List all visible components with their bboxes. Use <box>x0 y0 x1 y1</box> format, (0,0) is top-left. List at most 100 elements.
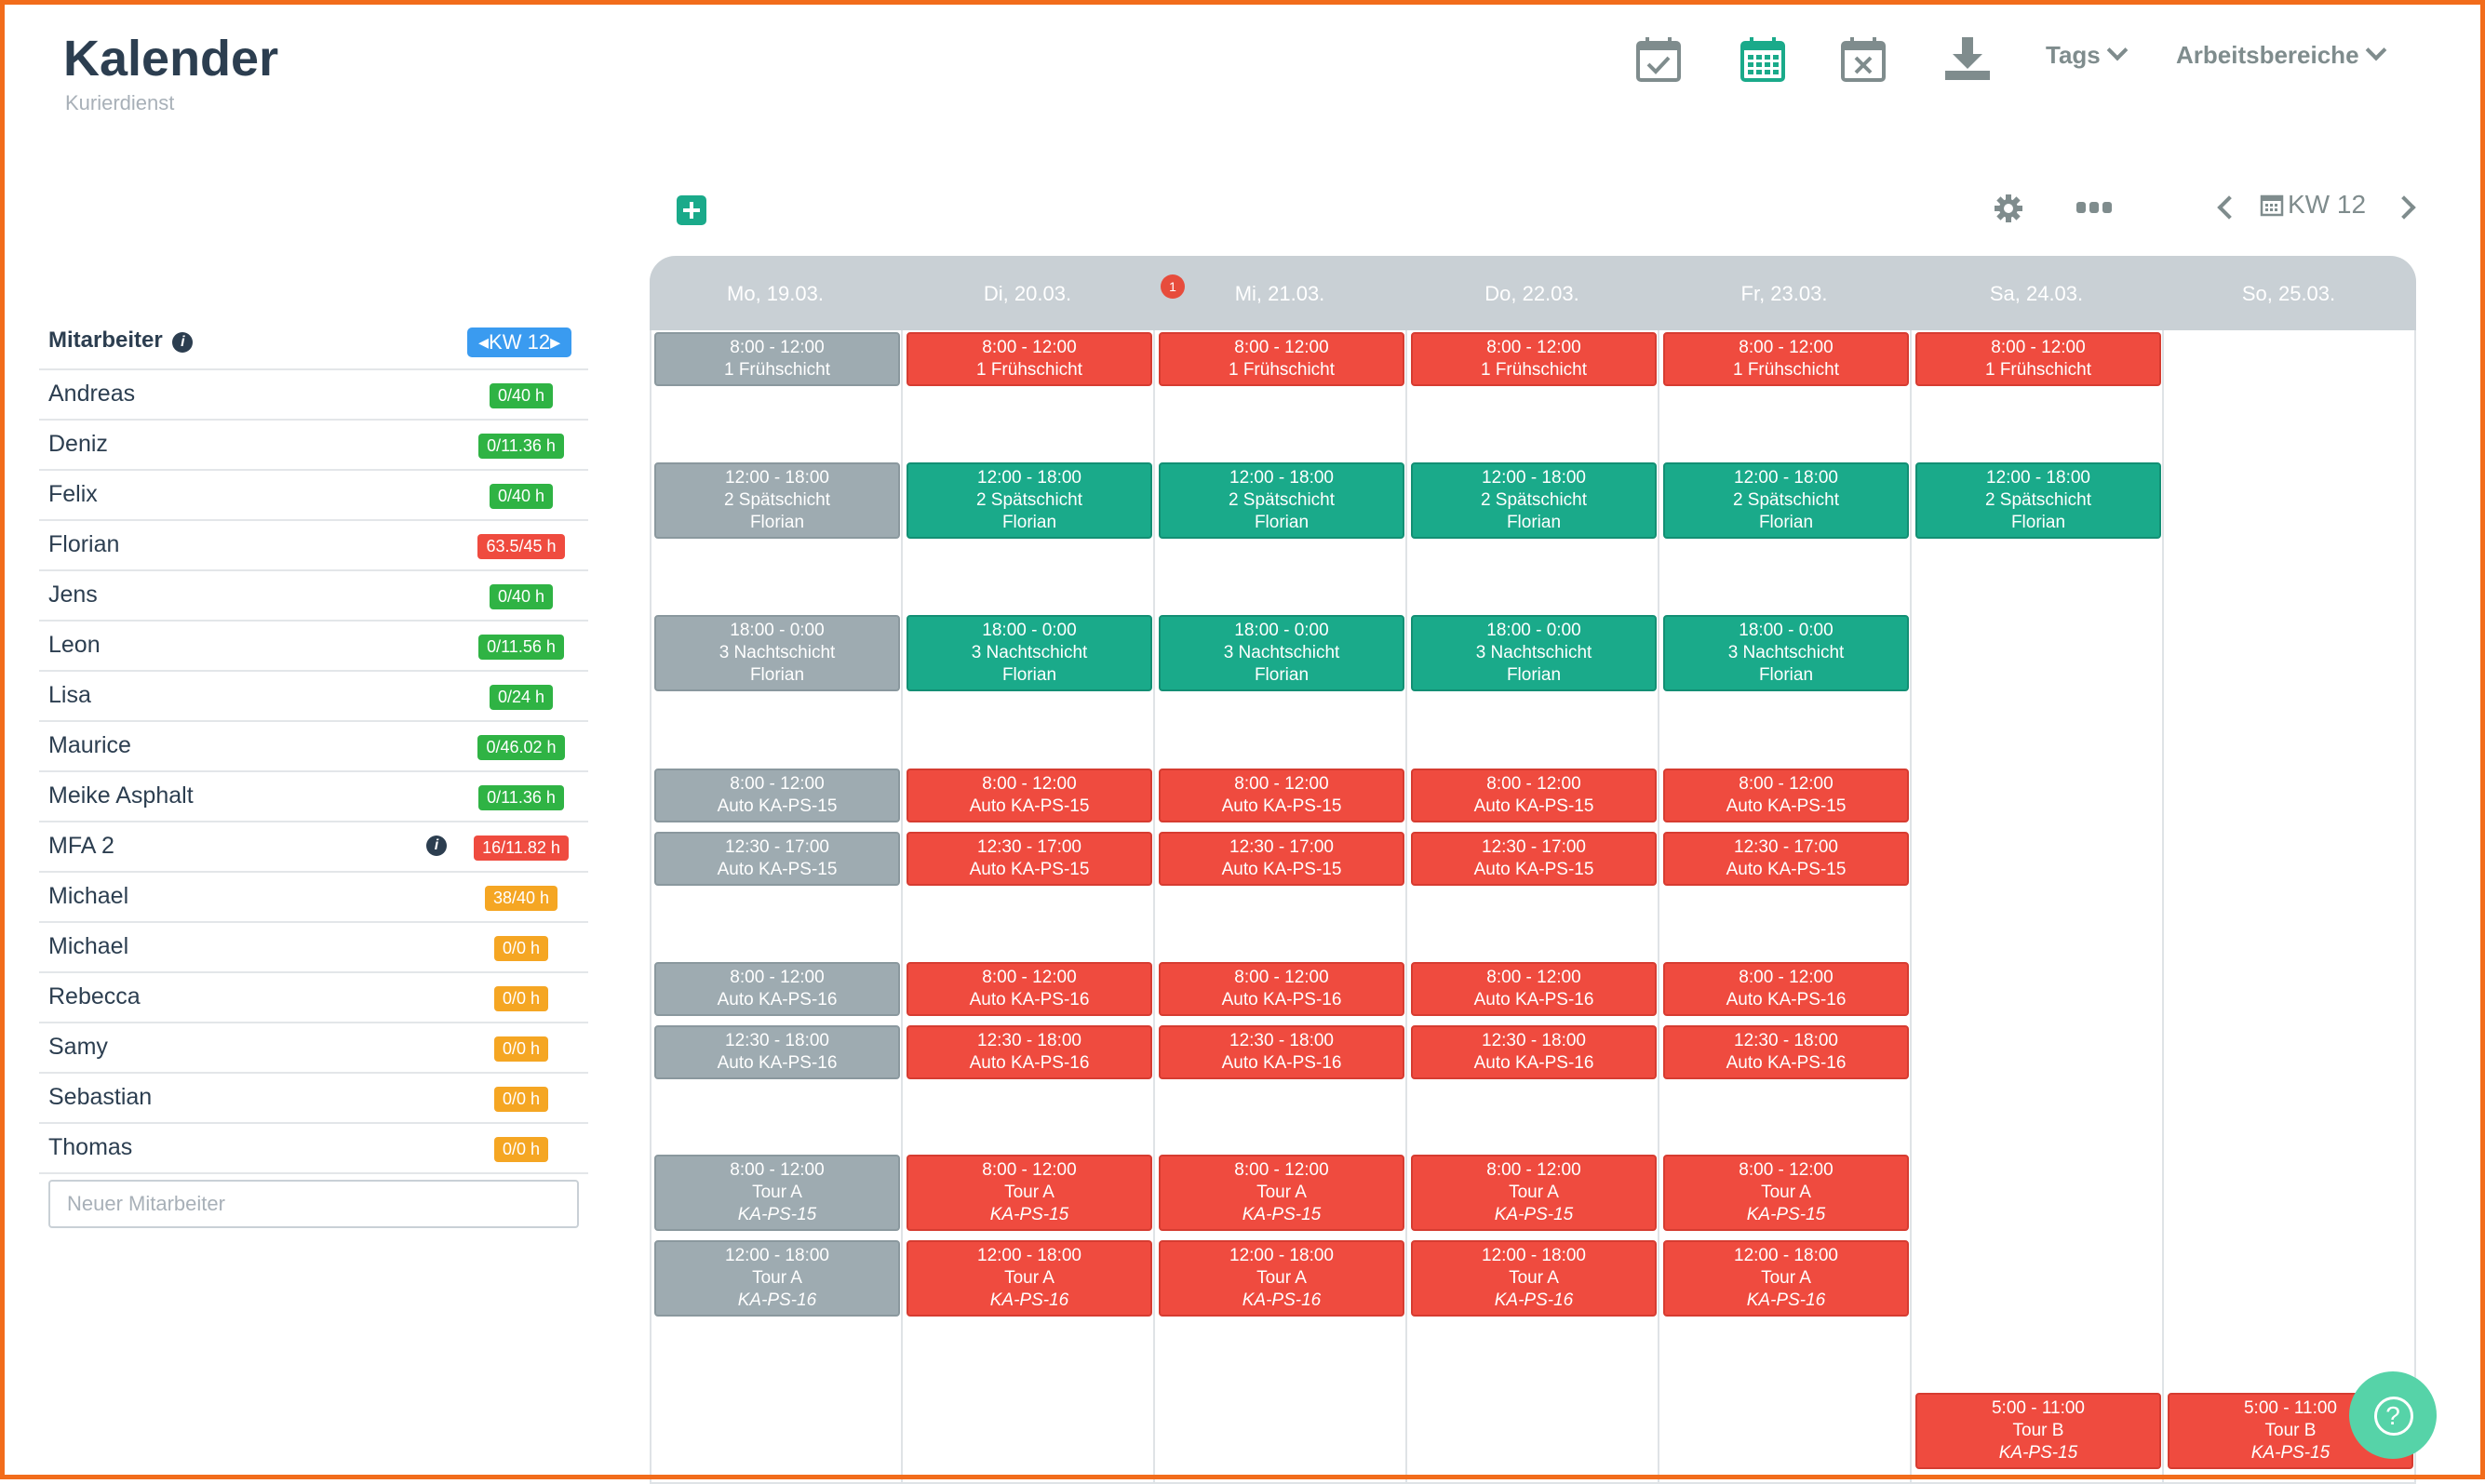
week-label: KW 12 <box>2288 190 2367 219</box>
employee-row[interactable]: Felix 0/40 h <box>39 471 588 521</box>
shift-title: Auto KA-PS-15 <box>717 860 838 879</box>
add-shift-button[interactable] <box>677 195 706 225</box>
shift-card[interactable]: 8:00 - 12:00 Auto KA-PS-15 <box>1663 769 1909 822</box>
hours-badge: 0/11.36 h <box>478 434 564 459</box>
shift-card[interactable]: 12:00 - 18:00 2 Spätschicht Florian <box>1411 462 1657 539</box>
shift-card[interactable]: 5:00 - 11:00 Tour B KA-PS-15 <box>1915 1393 2161 1469</box>
shift-card[interactable]: 8:00 - 12:00 Auto KA-PS-15 <box>907 769 1152 822</box>
download-icon[interactable] <box>1941 33 1994 86</box>
hours-badge: 0/0 h <box>493 1137 549 1162</box>
next-week-button[interactable] <box>2398 197 2416 216</box>
employee-row[interactable]: Florian 63.5/45 h <box>39 521 588 571</box>
shift-card[interactable]: 8:00 - 12:00 Tour A KA-PS-15 <box>1159 1155 1404 1231</box>
shift-card[interactable]: 12:30 - 18:00 Auto KA-PS-16 <box>1411 1025 1657 1079</box>
day-header[interactable]: Sa, 24.03. <box>1989 282 2084 305</box>
shift-card[interactable]: 12:30 - 18:00 Auto KA-PS-16 <box>1159 1025 1404 1079</box>
shift-time: 8:00 - 12:00 <box>1486 774 1581 794</box>
employee-row[interactable]: Sebastian 0/0 h <box>39 1074 588 1124</box>
shift-card[interactable]: 8:00 - 12:00 Tour A KA-PS-15 <box>1411 1155 1657 1231</box>
week-picker[interactable]: KW 12 <box>2260 190 2366 220</box>
shift-card[interactable]: 8:00 - 12:00 1 Frühschicht <box>907 332 1152 386</box>
shift-card[interactable]: 8:00 - 12:00 1 Frühschicht <box>1915 332 2161 386</box>
shift-card[interactable]: 8:00 - 12:00 Auto KA-PS-16 <box>654 962 900 1016</box>
shift-card[interactable]: 12:30 - 18:00 Auto KA-PS-16 <box>907 1025 1152 1079</box>
employee-row[interactable]: Andreas 0/40 h <box>39 370 588 421</box>
shift-card[interactable]: 8:00 - 12:00 1 Frühschicht <box>654 332 900 386</box>
day-header[interactable]: Di, 20.03. <box>983 282 1072 305</box>
shift-card[interactable]: 12:00 - 18:00 2 Spätschicht Florian <box>907 462 1152 539</box>
shift-card[interactable]: 18:00 - 0:00 3 Nachtschicht Florian <box>654 615 900 691</box>
employee-row[interactable]: Maurice 0/46.02 h <box>39 722 588 772</box>
shift-card[interactable]: 12:30 - 17:00 Auto KA-PS-15 <box>1663 832 1909 886</box>
shift-card[interactable]: 8:00 - 12:00 Tour A KA-PS-15 <box>1663 1155 1909 1231</box>
employee-row[interactable]: MFA 2 i 16/11.82 h <box>39 822 588 873</box>
shift-card[interactable]: 8:00 - 12:00 Tour A KA-PS-15 <box>907 1155 1152 1231</box>
info-icon[interactable]: i <box>172 332 194 353</box>
shift-card[interactable]: 12:30 - 18:00 Auto KA-PS-16 <box>654 1025 900 1079</box>
hours-badge: 0/46.02 h <box>477 735 565 760</box>
employee-row[interactable]: Rebecca 0/0 h <box>39 973 588 1023</box>
employee-row[interactable]: Jens 0/40 h <box>39 571 588 622</box>
shift-card[interactable]: 12:00 - 18:00 2 Spätschicht Florian <box>654 462 900 539</box>
shift-card[interactable]: 8:00 - 12:00 Auto KA-PS-15 <box>654 769 900 822</box>
workspaces-dropdown[interactable]: Arbeitsbereiche <box>2176 39 2386 70</box>
day-header[interactable]: So, 25.03. <box>2241 282 2336 305</box>
shift-card[interactable]: 8:00 - 12:00 1 Frühschicht <box>1663 332 1909 386</box>
help-button[interactable]: ? <box>2349 1371 2437 1459</box>
shift-time: 12:00 - 18:00 <box>977 468 1081 488</box>
shift-card[interactable]: 8:00 - 12:00 Tour A KA-PS-15 <box>654 1155 900 1231</box>
shift-card[interactable]: 8:00 - 12:00 Auto KA-PS-15 <box>1159 769 1404 822</box>
shift-card[interactable]: 8:00 - 12:00 Auto KA-PS-16 <box>1663 962 1909 1016</box>
shift-time: 12:00 - 18:00 <box>977 1246 1081 1265</box>
day-header[interactable]: Mi, 21.03. <box>1234 282 1325 305</box>
shift-card[interactable]: 12:00 - 18:00 Tour A KA-PS-16 <box>1411 1240 1657 1317</box>
shift-card[interactable]: 12:00 - 18:00 Tour A KA-PS-16 <box>654 1240 900 1317</box>
shift-card[interactable]: 12:00 - 18:00 Tour A KA-PS-16 <box>1663 1240 1909 1317</box>
shift-card[interactable]: 12:00 - 18:00 Tour A KA-PS-16 <box>907 1240 1152 1317</box>
shift-card[interactable]: 12:00 - 18:00 2 Spätschicht Florian <box>1663 462 1909 539</box>
new-employee-input[interactable] <box>48 1180 579 1228</box>
employee-row[interactable]: Thomas 0/0 h <box>39 1124 588 1174</box>
shift-card[interactable]: 12:30 - 17:00 Auto KA-PS-15 <box>1411 832 1657 886</box>
shift-card[interactable]: 8:00 - 12:00 1 Frühschicht <box>1411 332 1657 386</box>
gear-icon[interactable] <box>1994 194 2023 223</box>
employee-row[interactable]: Samy 0/0 h <box>39 1023 588 1074</box>
shift-card[interactable]: 8:00 - 12:00 Auto KA-PS-16 <box>907 962 1152 1016</box>
shift-detail: KA-PS-15 <box>1494 1205 1574 1224</box>
shift-card[interactable]: 12:00 - 18:00 Tour A KA-PS-16 <box>1159 1240 1404 1317</box>
employee-row[interactable]: Meike Asphalt 0/11.36 h <box>39 772 588 822</box>
day-header[interactable]: Do, 22.03. <box>1484 282 1579 305</box>
calendar-grid-icon[interactable] <box>1737 33 1789 86</box>
shift-card[interactable]: 12:30 - 17:00 Auto KA-PS-15 <box>907 832 1152 886</box>
tags-dropdown[interactable]: Tags <box>2046 39 2129 70</box>
shift-card[interactable]: 12:30 - 18:00 Auto KA-PS-16 <box>1663 1025 1909 1079</box>
info-icon[interactable]: i <box>426 836 447 856</box>
day-header[interactable]: Fr, 23.03. <box>1740 282 1828 305</box>
previous-week-button[interactable] <box>2217 197 2236 216</box>
employee-row[interactable]: Michael 38/40 h <box>39 873 588 923</box>
shift-card[interactable]: 8:00 - 12:00 Auto KA-PS-16 <box>1411 962 1657 1016</box>
calendar-check-icon[interactable] <box>1632 33 1685 86</box>
shift-title: 3 Nachtschicht <box>971 643 1088 662</box>
shift-card[interactable]: 8:00 - 12:00 Auto KA-PS-16 <box>1159 962 1404 1016</box>
shift-card[interactable]: 18:00 - 0:00 3 Nachtschicht Florian <box>907 615 1152 691</box>
shift-card[interactable]: 12:30 - 17:00 Auto KA-PS-15 <box>654 832 900 886</box>
employee-row[interactable]: Leon 0/11.56 h <box>39 622 588 672</box>
shift-title: 1 Frühschicht <box>1480 360 1588 380</box>
day-header[interactable]: Mo, 19.03. <box>727 282 824 305</box>
week-badge[interactable]: ◂KW 12▸ <box>467 328 572 357</box>
employee-row[interactable]: Michael 0/0 h <box>39 923 588 973</box>
shift-card[interactable]: 12:30 - 17:00 Auto KA-PS-15 <box>1159 832 1404 886</box>
shift-card[interactable]: 18:00 - 0:00 3 Nachtschicht Florian <box>1411 615 1657 691</box>
shift-card[interactable]: 8:00 - 12:00 1 Frühschicht <box>1159 332 1404 386</box>
employee-row[interactable]: Deniz 0/11.36 h <box>39 421 588 471</box>
shift-card[interactable]: 18:00 - 0:00 3 Nachtschicht Florian <box>1159 615 1404 691</box>
employee-row[interactable]: Lisa 0/24 h <box>39 672 588 722</box>
more-options-icon[interactable] <box>2075 201 2113 214</box>
shift-card[interactable]: 12:00 - 18:00 2 Spätschicht Florian <box>1915 462 2161 539</box>
calendar-x-icon[interactable] <box>1837 33 1889 86</box>
shift-card[interactable]: 12:00 - 18:00 2 Spätschicht Florian <box>1159 462 1404 539</box>
shift-card[interactable]: 8:00 - 12:00 Auto KA-PS-15 <box>1411 769 1657 822</box>
shift-card[interactable]: 18:00 - 0:00 3 Nachtschicht Florian <box>1663 615 1909 691</box>
employee-name: Meike Asphalt <box>48 782 194 809</box>
